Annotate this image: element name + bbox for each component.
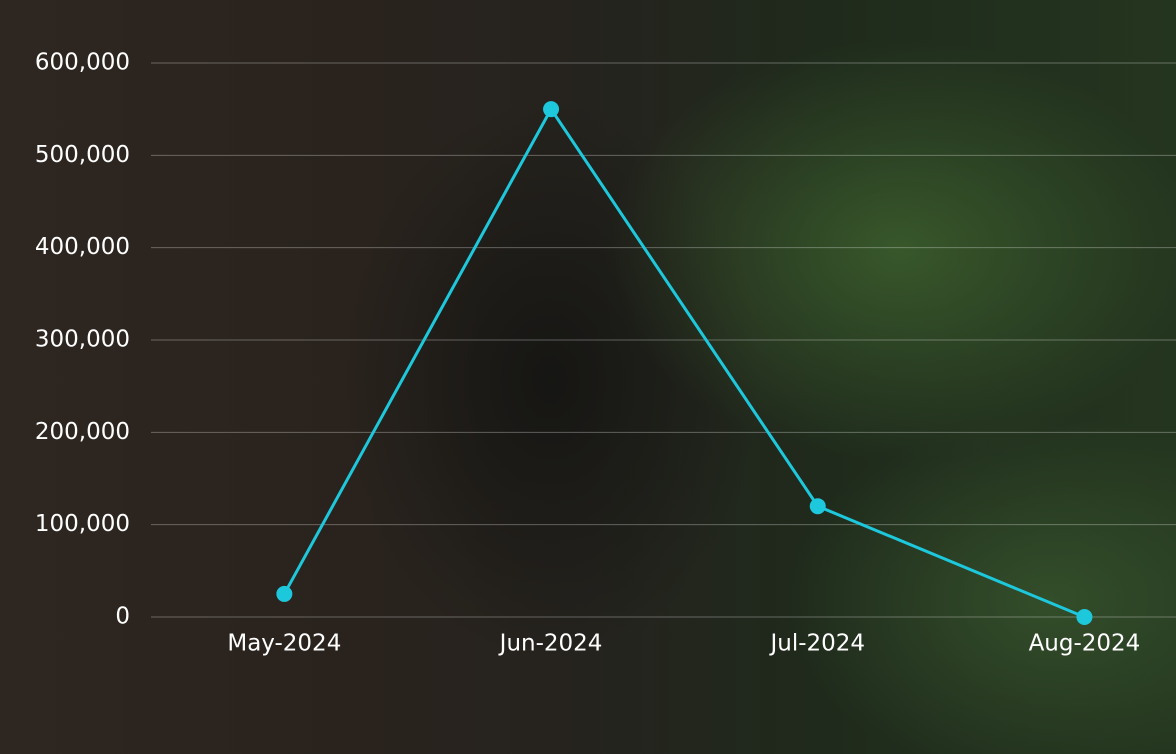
- y-tick-label: 400,000: [35, 234, 130, 260]
- y-tick-label: 600,000: [35, 50, 130, 76]
- x-tick-label: Jun-2024: [498, 631, 603, 657]
- data-point: [543, 101, 559, 117]
- page: 0 100,000 200,000 300,000 400,000 500,000 600,…: [0, 0, 1176, 754]
- series-line: [284, 109, 1084, 617]
- x-tick-label: Jul-2024: [768, 631, 865, 657]
- x-tick-label: Aug-2024: [1029, 631, 1141, 657]
- chart: 0 100,000 200,000 300,000 400,000 500,000 600,…: [0, 0, 1176, 754]
- data-point: [810, 498, 826, 514]
- x-tick-label: May-2024: [227, 631, 341, 657]
- y-tick-label: 100,000: [35, 511, 130, 537]
- y-tick-label: 200,000: [35, 419, 130, 445]
- y-tick-label: 0: [115, 604, 130, 630]
- y-tick-label: 500,000: [35, 142, 130, 168]
- y-tick-label: 300,000: [35, 327, 130, 353]
- data-point: [1076, 609, 1092, 625]
- data-point: [276, 586, 292, 602]
